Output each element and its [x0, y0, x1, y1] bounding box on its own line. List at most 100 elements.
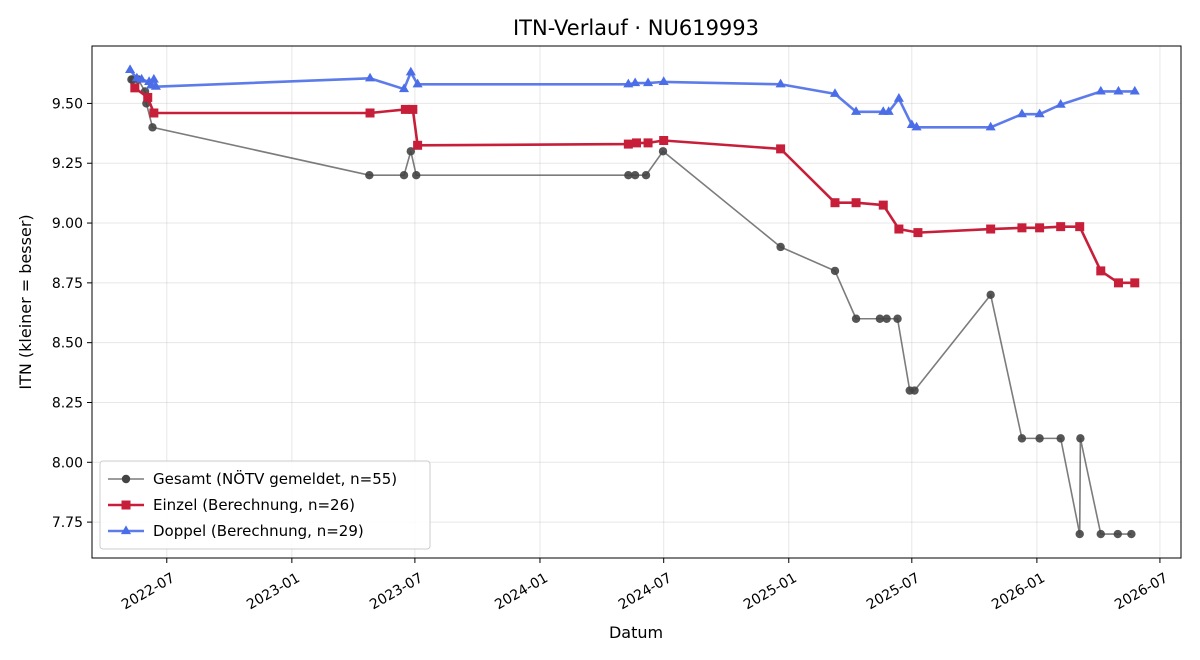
y-tick-label: 8.25 [52, 395, 83, 411]
data-point [413, 140, 423, 150]
data-point [893, 93, 904, 102]
x-tick-label: 2023-07 [367, 570, 426, 613]
data-point [364, 72, 376, 82]
y-tick-label: 7.75 [52, 515, 83, 531]
legend-item: Gesamt (NÖTV gemeldet, n=55) [108, 469, 397, 488]
plot-frame [91, 45, 1182, 559]
data-point [1055, 99, 1066, 108]
data-point [1113, 529, 1122, 539]
x-tick-label: 2024-07 [616, 570, 675, 613]
data-point [1076, 434, 1085, 443]
data-point [148, 73, 159, 83]
y-tick-label: 8.50 [52, 336, 83, 352]
data-point [776, 144, 786, 154]
data-point [406, 147, 416, 156]
data-point [659, 136, 669, 146]
legend-label: Doppel (Berechnung, n=29) [153, 522, 364, 540]
data-point [643, 77, 654, 87]
data-point [1096, 266, 1106, 276]
data-point [1096, 529, 1105, 539]
data-point [412, 78, 423, 88]
data-point [1075, 529, 1084, 539]
data-point [1017, 223, 1027, 233]
data-point [830, 198, 840, 208]
series-3 [125, 64, 1140, 131]
legend: Gesamt (NÖTV gemeldet, n=55) Einzel (Bere… [99, 460, 431, 550]
data-point [830, 266, 840, 276]
x-tick-label: 2025-01 [741, 570, 800, 613]
chart-title: ITN-Verlauf · NU619993 [513, 16, 759, 40]
data-point [400, 104, 410, 114]
data-point [775, 78, 786, 88]
data-point [1035, 223, 1045, 233]
legend-label: Gesamt (NÖTV gemeldet, n=55) [153, 469, 397, 488]
data-point [1129, 85, 1140, 95]
y-axis-title: ITN (kleiner = besser) [16, 214, 35, 389]
data-point [658, 76, 669, 85]
data-point [125, 64, 136, 74]
legend-label: Einzel (Berechnung, n=26) [153, 496, 355, 514]
y-tick-label: 8.00 [52, 455, 83, 471]
data-point [851, 198, 861, 208]
data-point [1095, 85, 1106, 95]
data-point [851, 314, 861, 323]
data-point [986, 290, 995, 300]
data-point [1127, 529, 1136, 539]
data-point [893, 314, 902, 323]
data-point [986, 224, 996, 234]
series-2 [130, 83, 1140, 288]
data-point [398, 83, 410, 93]
data-point [624, 170, 633, 180]
data-point [1075, 222, 1085, 232]
data-point [910, 386, 919, 395]
legend-marker [121, 500, 131, 510]
data-point [1035, 434, 1044, 443]
x-tick-label: 2024-01 [492, 570, 551, 613]
legend-item: Doppel (Berechnung, n=29) [108, 522, 364, 540]
x-tick-label: 2025-07 [864, 570, 923, 613]
data-point [985, 121, 996, 131]
data-point [632, 138, 641, 148]
data-point [776, 242, 785, 252]
data-point [365, 170, 374, 180]
data-point [630, 170, 640, 180]
x-tick-label: 2026-07 [1112, 570, 1171, 613]
legend-box [99, 460, 431, 550]
data-point [1113, 85, 1124, 95]
data-point [1034, 108, 1045, 118]
data-point [412, 170, 421, 180]
data-point [894, 224, 904, 234]
x-axis-title: Datum [609, 623, 663, 642]
data-point [878, 200, 888, 210]
data-point [623, 139, 633, 149]
data-point [1056, 222, 1066, 232]
data-point [875, 314, 885, 323]
x-axis: 2022-07 2023-01 2023-07 2024-01 2024-07 2025-… [119, 558, 1171, 613]
y-tick-label: 9.00 [52, 216, 83, 232]
x-tick-label: 2022-07 [119, 570, 178, 613]
data-point [882, 314, 891, 323]
data-point [148, 123, 157, 132]
data-point [630, 77, 641, 87]
data-point [399, 170, 409, 180]
legend-marker [120, 525, 132, 535]
legend-marker [121, 474, 131, 484]
data-point [1056, 434, 1065, 443]
x-tick-label: 2023-01 [244, 570, 303, 613]
data-point [883, 106, 894, 115]
y-tick-label: 8.75 [52, 276, 83, 292]
y-tick-label: 9.50 [52, 96, 83, 112]
data-point [829, 88, 841, 97]
data-point [1017, 434, 1027, 443]
data-point [851, 106, 862, 115]
data-point [136, 73, 147, 83]
x-tick-label: 2026-01 [989, 570, 1048, 613]
data-point [1016, 108, 1027, 118]
data-point [143, 92, 153, 102]
y-axis: 7.75 8.00 8.25 8.50 8.75 9.00 9.25 9.50 [52, 96, 92, 531]
data-point [408, 104, 418, 114]
data-point [405, 66, 416, 76]
data-point [1113, 278, 1123, 288]
data-point [911, 121, 922, 131]
